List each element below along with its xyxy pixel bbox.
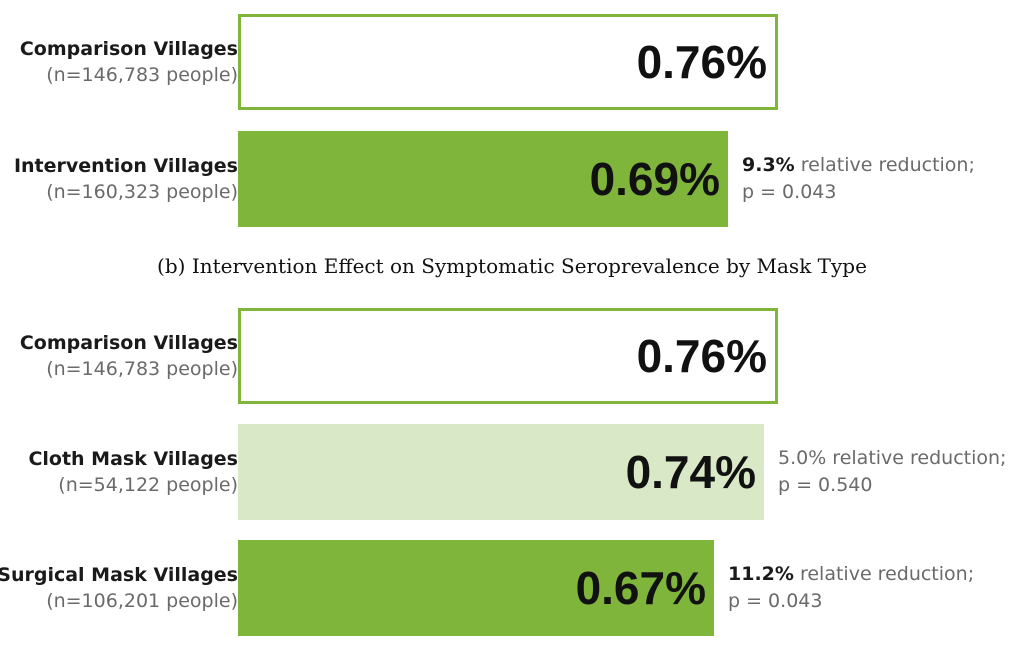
sample-size: (n=146,783 people) xyxy=(46,358,238,380)
category-name: Intervention Villages xyxy=(13,155,238,177)
p-value: p = 0.043 xyxy=(742,181,837,203)
reduction-note: 9.3% relative reduction; p = 0.043 xyxy=(742,152,975,206)
category-name: Surgical Mask Villages xyxy=(0,564,238,586)
bar: 0.74% xyxy=(238,424,764,520)
category-label: Cloth Mask Villages (n=54,122 people) xyxy=(28,446,238,498)
reduction-percent: 11.2% xyxy=(728,563,794,585)
reduction-percent: 9.3% xyxy=(742,154,795,176)
p-value: p = 0.043 xyxy=(728,590,823,612)
chart-caption-b: (b) Intervention Effect on Symptomatic S… xyxy=(157,254,867,278)
category-label: Comparison Villages (n=146,783 people) xyxy=(20,330,238,382)
p-value: p = 0.540 xyxy=(778,474,873,496)
sample-size: (n=106,201 people) xyxy=(46,590,238,612)
bar-row: Intervention Villages (n=160,323 people) 0… xyxy=(0,131,1024,227)
category-name: Comparison Villages xyxy=(19,332,238,354)
bar: 0.69% xyxy=(238,131,728,227)
category-label: Comparison Villages (n=146,783 people) xyxy=(20,36,238,88)
bar-value-label: 0.74% xyxy=(625,446,756,498)
reduction-note: 5.0% relative reduction; p = 0.540 xyxy=(778,445,1006,499)
bar-value-label: 0.67% xyxy=(575,562,706,614)
bar-value-label: 0.69% xyxy=(589,153,720,205)
bar-row: Surgical Mask Villages (n=106,201 people)… xyxy=(0,540,1024,636)
sample-size: (n=54,122 people) xyxy=(58,474,238,496)
reduction-note: 11.2% relative reduction; p = 0.043 xyxy=(728,561,974,615)
bar-row: Comparison Villages (n=146,783 people) 0.7… xyxy=(0,14,1024,110)
category-label: Surgical Mask Villages (n=106,201 people) xyxy=(0,562,238,614)
category-name: Comparison Villages xyxy=(19,38,238,60)
bar: 0.76% xyxy=(238,14,778,110)
bar-value-label: 0.76% xyxy=(636,36,767,88)
sample-size: (n=146,783 people) xyxy=(46,64,238,86)
sample-size: (n=160,323 people) xyxy=(46,181,238,203)
category-name: Cloth Mask Villages xyxy=(28,448,238,470)
bar-row: Comparison Villages (n=146,783 people) 0.7… xyxy=(0,308,1024,404)
bar: 0.67% xyxy=(238,540,714,636)
bar-row: Cloth Mask Villages (n=54,122 people) 0.74… xyxy=(0,424,1024,520)
bar-value-label: 0.76% xyxy=(636,330,767,382)
category-label: Intervention Villages (n=160,323 people) xyxy=(14,153,238,205)
bar: 0.76% xyxy=(238,308,778,404)
